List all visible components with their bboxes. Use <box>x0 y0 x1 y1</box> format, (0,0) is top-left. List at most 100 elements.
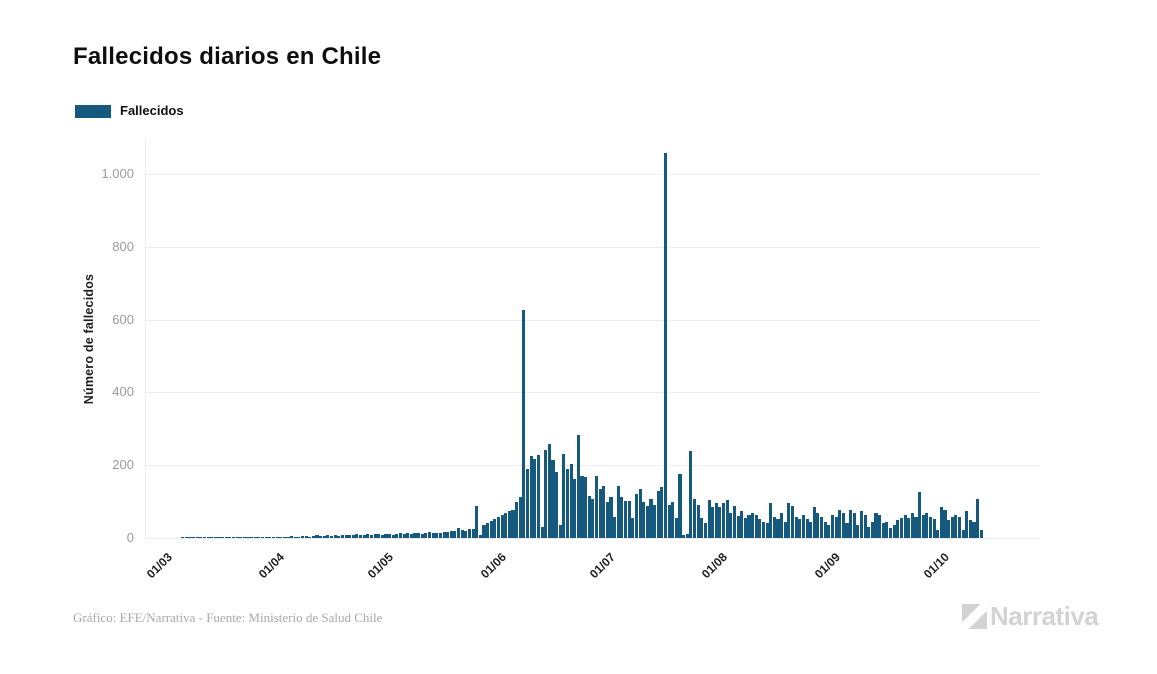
bar[interactable] <box>772 516 776 538</box>
bar[interactable] <box>424 532 428 538</box>
bar[interactable] <box>954 514 958 538</box>
bar[interactable] <box>348 535 352 538</box>
bar[interactable] <box>268 536 272 538</box>
bar[interactable] <box>337 536 341 538</box>
bar[interactable] <box>329 535 334 538</box>
bar[interactable] <box>449 531 453 538</box>
bar[interactable] <box>634 494 638 538</box>
bar[interactable] <box>355 534 359 538</box>
bar[interactable] <box>674 517 678 538</box>
bar[interactable] <box>311 536 315 538</box>
bar[interactable] <box>790 506 795 538</box>
bar[interactable] <box>388 533 392 538</box>
bar[interactable] <box>286 536 290 538</box>
bar[interactable] <box>783 521 787 538</box>
bar[interactable] <box>409 533 413 538</box>
bar[interactable] <box>645 505 649 538</box>
bar[interactable] <box>217 537 221 538</box>
bar[interactable] <box>427 532 432 538</box>
bar[interactable] <box>362 535 366 538</box>
bar[interactable] <box>631 517 635 538</box>
bar[interactable] <box>391 534 395 538</box>
bar[interactable] <box>805 518 809 538</box>
bar[interactable] <box>547 444 551 538</box>
bar[interactable] <box>522 309 526 538</box>
bar[interactable] <box>384 534 388 538</box>
bar[interactable] <box>228 537 232 538</box>
bar[interactable] <box>820 517 824 538</box>
bar[interactable] <box>573 479 577 538</box>
bar[interactable] <box>340 535 344 538</box>
bar[interactable] <box>616 485 620 538</box>
bar[interactable] <box>692 499 697 538</box>
bar[interactable] <box>957 516 962 538</box>
bar[interactable] <box>743 517 747 538</box>
bar[interactable] <box>478 535 482 538</box>
bar[interactable] <box>885 521 889 538</box>
bar[interactable] <box>591 499 595 538</box>
bar[interactable] <box>402 533 406 538</box>
bar[interactable] <box>558 525 562 538</box>
bar[interactable] <box>914 516 918 538</box>
bar[interactable] <box>939 507 943 538</box>
bar[interactable] <box>889 527 893 538</box>
bar[interactable] <box>536 455 540 538</box>
bar[interactable] <box>642 502 646 538</box>
bar[interactable] <box>417 532 421 538</box>
bar[interactable] <box>471 528 475 538</box>
bar[interactable] <box>725 500 729 538</box>
bar[interactable] <box>496 517 501 538</box>
bar[interactable] <box>420 533 424 538</box>
bar[interactable] <box>979 529 983 538</box>
bar[interactable] <box>605 502 609 538</box>
bar[interactable] <box>845 522 849 538</box>
bar[interactable] <box>751 512 755 538</box>
bar[interactable] <box>181 537 185 538</box>
bar[interactable] <box>322 535 326 538</box>
bar[interactable] <box>627 501 631 538</box>
bar[interactable] <box>373 533 377 538</box>
bar[interactable] <box>881 522 885 538</box>
bar[interactable] <box>210 537 214 538</box>
bar[interactable] <box>667 504 671 538</box>
bar[interactable] <box>798 518 802 538</box>
bar[interactable] <box>326 535 330 538</box>
bar[interactable] <box>907 517 911 538</box>
bar[interactable] <box>221 537 225 538</box>
bar[interactable] <box>246 537 250 538</box>
bar[interactable] <box>279 537 283 538</box>
bar[interactable] <box>761 521 766 538</box>
bar[interactable] <box>271 536 275 538</box>
bar[interactable] <box>250 537 254 538</box>
bar[interactable] <box>812 507 816 538</box>
bar[interactable] <box>369 534 373 538</box>
bar[interactable] <box>253 537 257 538</box>
bar[interactable] <box>685 534 689 538</box>
bar[interactable] <box>202 537 207 538</box>
bar[interactable] <box>261 537 265 538</box>
bar[interactable] <box>834 517 838 538</box>
bar[interactable] <box>366 534 370 538</box>
bar[interactable] <box>188 537 192 538</box>
bar[interactable] <box>493 519 497 538</box>
bar[interactable] <box>878 514 882 538</box>
bar[interactable] <box>653 504 657 538</box>
bar[interactable] <box>787 503 791 538</box>
bar[interactable] <box>489 520 493 538</box>
bar[interactable] <box>754 514 758 538</box>
bar[interactable] <box>656 490 660 538</box>
bar[interactable] <box>714 503 718 538</box>
bar[interactable] <box>896 519 900 538</box>
bar[interactable] <box>377 534 381 538</box>
bar[interactable] <box>613 516 617 538</box>
bar[interactable] <box>682 535 686 538</box>
bar[interactable] <box>213 537 217 538</box>
bar[interactable] <box>903 514 907 538</box>
bar[interactable] <box>972 521 976 538</box>
bar[interactable] <box>874 512 878 538</box>
bar[interactable] <box>950 516 954 538</box>
bar[interactable] <box>740 510 744 538</box>
bar[interactable] <box>823 521 827 538</box>
bar[interactable] <box>809 521 813 538</box>
bar[interactable] <box>518 497 522 538</box>
